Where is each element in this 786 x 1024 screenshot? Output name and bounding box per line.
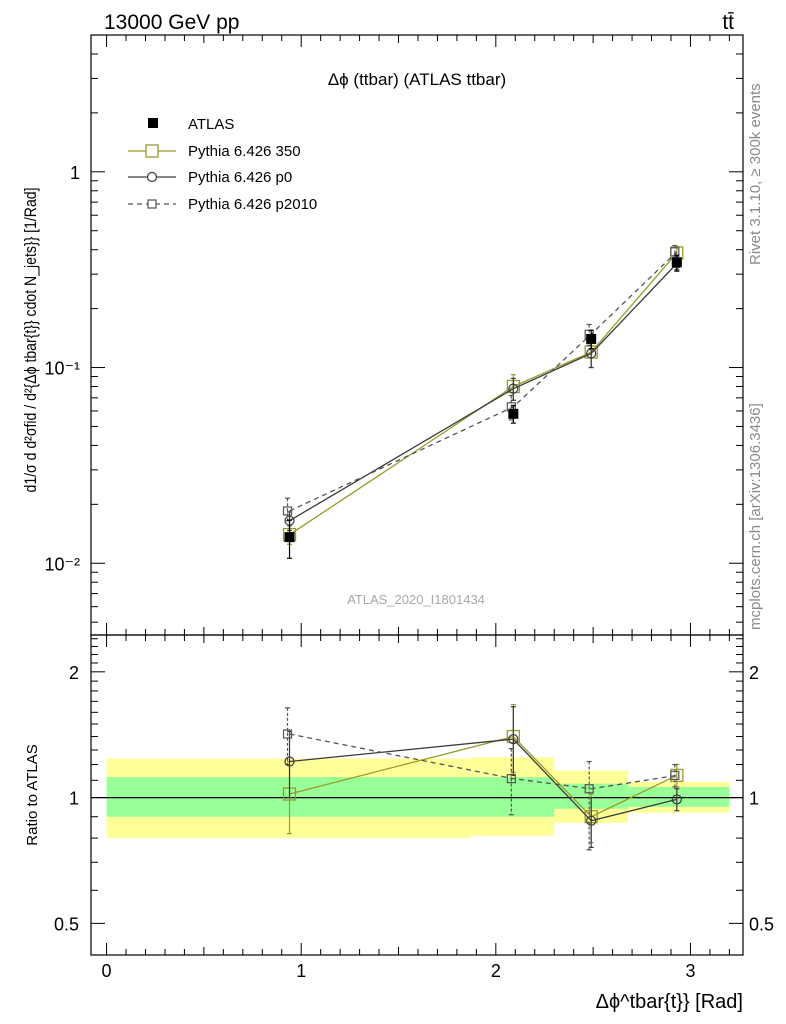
legend-entry-atlas: ATLAS [148,116,234,133]
series-line-p350 [289,735,678,818]
data-point-p0 [508,734,519,745]
series-line-p0 [289,738,677,822]
ratio-y-axis-label: Ratio to ATLAS [24,744,41,845]
ratio-panel-frame [90,634,744,956]
y-tick-label-left: 0.5 [54,914,79,934]
uncertainty-band-inner [470,777,555,817]
energy-label: 13000 GeV pp [104,11,239,34]
rivet-version-label: Rivet 3.1.10, ≥ 300k events [747,83,764,265]
legend-label-p2010: Pythia 6.426 p2010 [188,196,317,213]
y-tick-label-right: 0.5 [749,914,774,934]
data-point-p2010 [282,506,293,516]
x-tick-label: 3 [685,961,695,981]
main-title: Δϕ (ttbar) (ATLAS ttbar) [328,70,506,89]
legend: ATLAS Pythia 6.426 350 Pythia 6.426 p0 P… [128,116,317,213]
y-tick-label-left: 1 [69,789,79,809]
y-tick-label-left: 2 [69,663,79,683]
data-point-p0 [508,383,519,394]
watermark: ATLAS_2020_I1801434 [347,592,485,607]
y-tick-label: 10⁻¹ [44,359,80,379]
data-point-p2010 [670,247,680,257]
data-point-atlas [508,408,519,419]
legend-marker-p350 [145,144,159,158]
data-point-atlas [586,333,597,344]
data-point-atlas [284,532,295,543]
y-axis-label-text: d1/σ d d²σfid / d²{Δϕ tbar{t}} cdot N_je… [21,188,40,493]
ratio-panel: 0 1 2 3 0.5 0.5 1 1 2 2 Ratio to ATLAS Δϕ^tbar{t}… [24,634,774,1013]
process-label: tt̄ [722,11,734,34]
series-line-p350 [289,252,678,536]
data-point-p0 [586,815,597,826]
legend-entry-p2010: Pythia 6.426 p2010 [128,196,317,213]
legend-label-p350: Pythia 6.426 350 [188,143,301,160]
uncertainty-band-inner [628,787,730,807]
y-tick-label: 10⁻² [44,554,80,574]
y-tick-label-right: 1 [749,789,759,809]
legend-marker-p0 [146,171,158,183]
series-line-p0 [289,263,678,522]
data-point-p2010 [670,770,680,781]
main-panel: 10⁻² 10⁻¹ 1 Δϕ (ttbar) (ATLAS ttbar) ATLAS… [21,34,744,636]
legend-marker-atlas [148,118,158,128]
data-point-p2010 [584,784,594,794]
y-tick-label: 1 [70,163,80,183]
series-line-p2010 [289,251,678,512]
data-point-p2010 [282,729,293,739]
y-tick-label-right: 2 [749,663,759,683]
x-tick-label: 1 [296,961,306,981]
legend-label-p0: Pythia 6.426 p0 [188,169,292,186]
data-point-atlas [671,257,682,268]
legend-label-atlas: ATLAS [188,116,234,133]
x-axis-label: Δϕ^tbar{t}} [Rad] [596,991,743,1013]
legend-entry-p0: Pythia 6.426 p0 [128,169,292,186]
mcplots-label: mcplots.cern.ch [arXiv:1306.3436] [747,403,764,630]
x-tick-label: 0 [102,961,112,981]
legend-marker-p2010 [147,199,157,209]
main-y-axis-label: d1/σ d d²σfid / d²{Δϕ tbar{t}} cdot N_je… [21,188,40,493]
uncertainty-band-inner [106,777,471,817]
data-point-p0 [284,756,295,767]
data-point-p2010 [506,774,516,784]
x-tick-label: 2 [491,961,501,981]
data-point-p0 [671,794,682,805]
legend-entry-p350: Pythia 6.426 350 [128,143,301,160]
